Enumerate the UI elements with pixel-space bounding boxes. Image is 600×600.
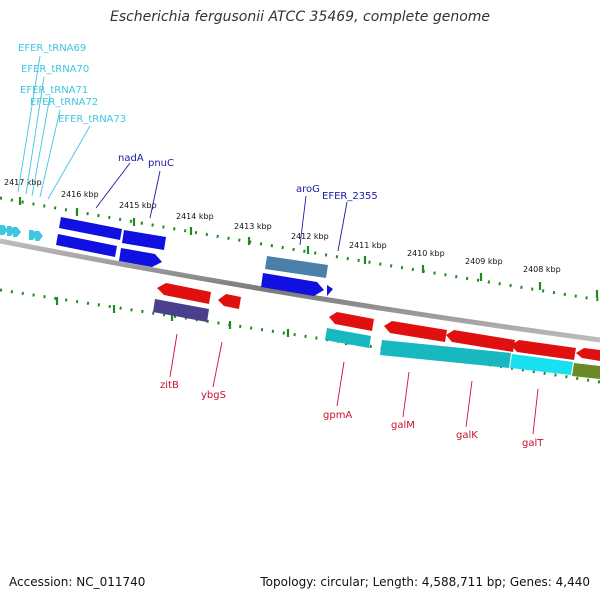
gene-label-galM[interactable]: galM — [391, 420, 415, 431]
gene-olive — [572, 363, 600, 379]
gene-gpmA-1 — [329, 312, 374, 331]
trna-features[interactable] — [0, 225, 43, 241]
reverse-genes[interactable] — [153, 283, 600, 379]
trna-label[interactable]: EFER_tRNA69 — [18, 43, 86, 54]
scale-label: 2410 kbp — [407, 249, 445, 258]
genome-backbone — [0, 238, 600, 343]
scale-label: 2411 kbp — [349, 241, 387, 250]
trna-leader-lines — [17, 55, 91, 200]
gene-label-ybgS[interactable]: ybgS — [201, 390, 226, 401]
trna-label[interactable]: EFER_tRNA73 — [58, 114, 126, 125]
gene-galK-1 — [446, 330, 515, 352]
gene-label-pnuC[interactable]: pnuC — [148, 158, 174, 169]
scale-label: 2416 kbp — [61, 190, 99, 199]
trna-label[interactable]: EFER_tRNA71 — [20, 85, 88, 96]
genome-title: Escherichia fergusonii ATCC 35469, compl… — [109, 9, 491, 25]
gene-pnuC-2 — [119, 248, 162, 267]
scale-label: 2415 kbp — [119, 201, 157, 210]
gene-pnuC-1 — [122, 230, 166, 250]
gene-extra-rev — [576, 348, 600, 361]
trna-arrow — [0, 225, 8, 235]
reverse-leader-lines — [169, 333, 539, 435]
forward-leader-lines — [95, 162, 348, 252]
gene-label-galK[interactable]: galK — [456, 430, 478, 441]
gene-label-nadA[interactable]: nadA — [118, 153, 144, 164]
trna-arrow — [35, 231, 43, 241]
gene-zitB-2 — [153, 299, 209, 322]
scale-label: 2409 kbp — [465, 257, 503, 266]
scale-label: 2408 kbp — [523, 265, 561, 274]
gene-galT-2 — [510, 354, 573, 375]
gene-gpmA-2 — [325, 328, 371, 348]
footer-accession: Accession: NC_011740 — [9, 575, 146, 589]
gene-nadA-1 — [59, 217, 122, 240]
gene-galM-2 — [380, 340, 511, 368]
gene-galT-1 — [511, 340, 576, 360]
gene-label-aroG[interactable]: aroG — [296, 184, 320, 195]
forward-genes[interactable] — [56, 217, 333, 296]
gene-galM-1 — [384, 321, 447, 342]
footer-summary: Topology: circular; Length: 4,588,711 bp… — [260, 575, 590, 589]
trna-arrow — [13, 227, 21, 237]
inner-scale-ring — [0, 288, 600, 384]
gene-ybgS — [218, 294, 241, 309]
gene-nadA-2 — [56, 234, 117, 257]
gene-label-gpmA[interactable]: gpmA — [323, 410, 352, 421]
scale-label: 2413 kbp — [234, 222, 272, 231]
gene-label-zitB[interactable]: zitB — [160, 380, 179, 391]
scale-label: 2412 kbp — [291, 232, 329, 241]
trna-label[interactable]: EFER_tRNA70 — [21, 64, 89, 75]
scale-label: 2414 kbp — [176, 212, 214, 221]
gene-label-EFER_2355[interactable]: EFER_2355 — [322, 191, 378, 202]
gene-aroG — [265, 256, 328, 278]
gene-zitB-1 — [157, 283, 211, 304]
scale-label: 2417 kbp — [4, 178, 42, 187]
gene-EFER-2356 — [261, 273, 324, 296]
gene-label-galT[interactable]: galT — [522, 438, 544, 449]
gene-small-fwd — [327, 285, 333, 296]
trna-label[interactable]: EFER_tRNA72 — [30, 97, 98, 108]
